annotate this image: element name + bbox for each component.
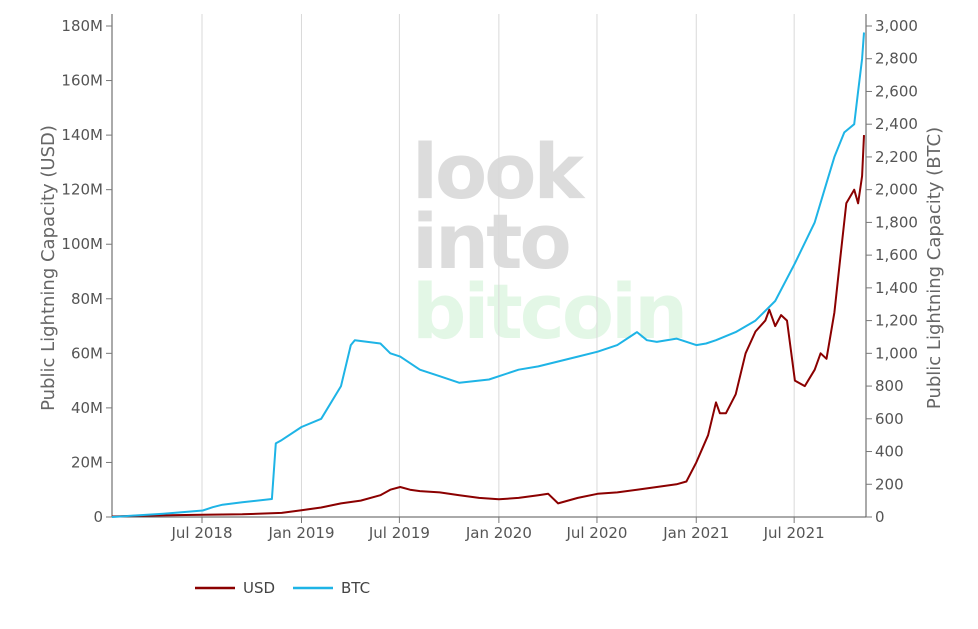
y-tick-label: 0 — [93, 508, 103, 526]
x-tick-label: Jan 2021 — [662, 524, 729, 542]
y2-tick-label: 1,600 — [875, 246, 918, 264]
x-tick-label: Jan 2019 — [267, 524, 334, 542]
y2-tick-label: 0 — [875, 508, 885, 526]
watermark-word: bitcoin — [412, 267, 685, 356]
x-tick-label: Jul 2019 — [368, 524, 430, 542]
legend-label: BTC — [341, 579, 370, 597]
y2-tick-label: 600 — [875, 410, 904, 428]
y-tick-label: 160M — [61, 72, 103, 90]
legend-label: USD — [243, 579, 275, 597]
x-tick-label: Jul 2020 — [565, 524, 627, 542]
y2-tick-label: 1,400 — [875, 279, 918, 297]
y-tick-label: 80M — [71, 290, 103, 308]
series-line-usd — [111, 135, 865, 518]
y-tick-label: 100M — [61, 235, 103, 253]
y2-tick-label: 400 — [875, 443, 904, 461]
y-tick-label: 60M — [71, 344, 103, 362]
y2-tick-label: 2,800 — [875, 50, 918, 68]
y-tick-label: 120M — [61, 181, 103, 199]
watermark-word: look — [412, 127, 585, 216]
y2-tick-label: 3,000 — [875, 17, 918, 35]
y2-tick-label: 200 — [875, 475, 904, 493]
y2-tick-label: 1,000 — [875, 344, 918, 362]
y-tick-label: 40M — [71, 399, 103, 417]
y-axis-title: Public Lightning Capacity (USD) — [38, 125, 59, 411]
y2-tick-label: 2,400 — [875, 115, 918, 133]
legend: USD BTC — [195, 579, 370, 597]
y2-axis-ticks: 0 200 400 600 800 1,000 1,200 1,400 1,600 1,800 2,… — [866, 17, 918, 526]
x-tick-label: Jul 2018 — [170, 524, 232, 542]
axes — [111, 14, 867, 518]
x-tick-label: Jan 2020 — [465, 524, 532, 542]
y2-axis-title: Public Lightning Capacity (BTC) — [924, 127, 945, 409]
y2-tick-label: 2,000 — [875, 181, 918, 199]
y-tick-label: 140M — [61, 126, 103, 144]
y-axis-ticks: 0 20M 40M 60M 80M 100M 120M 140M 160M 180M — [61, 17, 112, 526]
y2-tick-label: 1,200 — [875, 312, 918, 330]
x-tick-label: Jul 2021 — [763, 524, 825, 542]
y2-tick-label: 800 — [875, 377, 904, 395]
watermark-word: into — [412, 197, 569, 286]
series-line-btc — [111, 32, 865, 518]
series-lines — [111, 32, 865, 518]
y2-tick-label: 2,200 — [875, 148, 918, 166]
y-tick-label: 20M — [71, 453, 103, 471]
y2-tick-label: 1,800 — [875, 213, 918, 231]
y2-tick-label: 2,600 — [875, 82, 918, 100]
y-tick-label: 180M — [61, 17, 103, 35]
x-axis-ticks: Jul 2018 Jan 2019 Jul 2019 Jan 2020 Jul 2020… — [170, 517, 825, 542]
